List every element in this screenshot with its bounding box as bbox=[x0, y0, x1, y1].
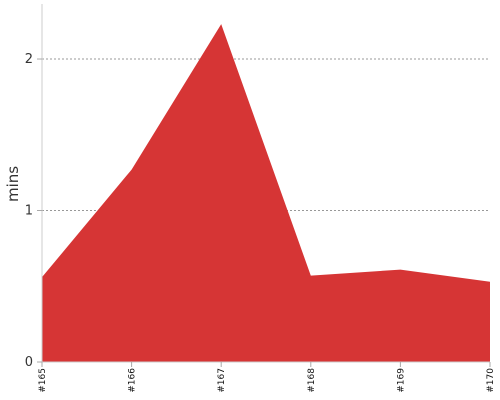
x-tick-label: #165 bbox=[38, 368, 48, 393]
x-tick-label: #169 bbox=[396, 368, 406, 393]
y-tick-label: 2 bbox=[25, 52, 33, 67]
axes bbox=[41, 4, 490, 363]
y-tick-label: 1 bbox=[25, 204, 33, 219]
x-tick-label: #170 bbox=[486, 368, 496, 393]
y-tick-label: 0 bbox=[25, 355, 33, 370]
x-tick-label: #168 bbox=[307, 368, 317, 393]
x-axis-ticks: #165 #166 #167 #168 #169 #170 bbox=[38, 362, 496, 393]
x-tick-label: #166 bbox=[128, 368, 138, 393]
y-axis-label: mins bbox=[4, 166, 22, 202]
series-area bbox=[42, 24, 490, 363]
x-tick-label: #167 bbox=[217, 368, 227, 393]
y-axis-ticks: 0 1 2 bbox=[25, 52, 42, 370]
